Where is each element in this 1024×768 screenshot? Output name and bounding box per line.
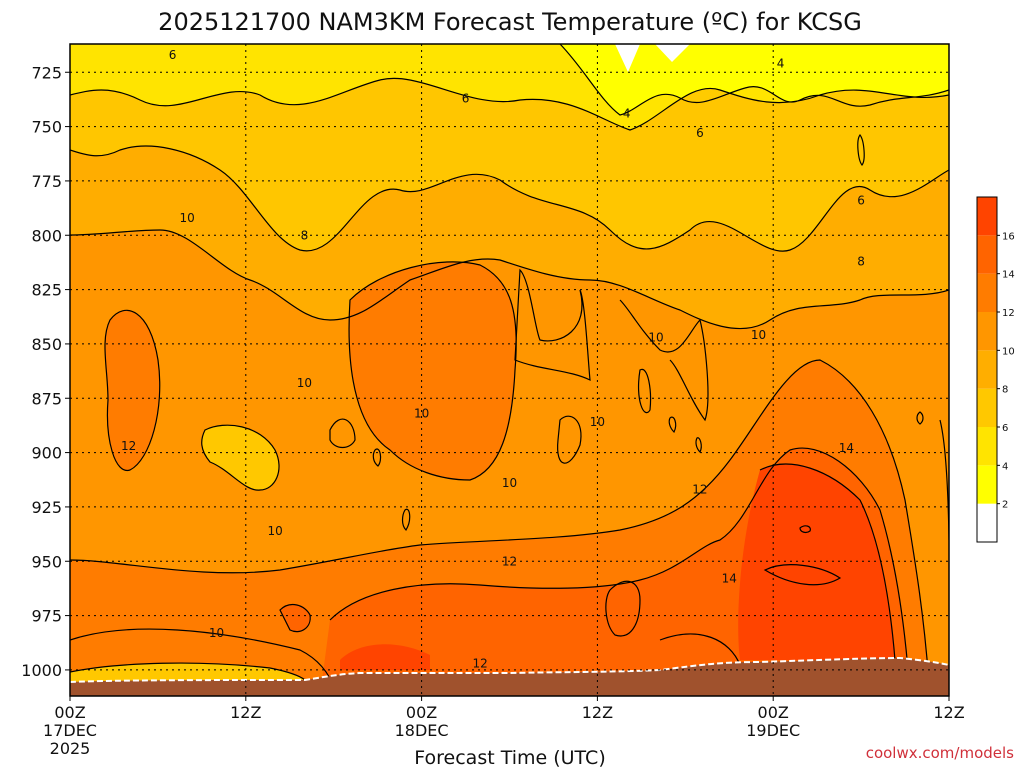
x-tick-label: 00Z [406, 703, 437, 722]
x-tick-date: 17DEC [43, 721, 97, 740]
colorbar: 2 4 6 8 10 12 14 16 [976, 196, 1015, 543]
contour-label: 10 [297, 376, 312, 390]
band-8-10 [70, 146, 949, 329]
colorbar-tick-label: 8 [1002, 385, 1008, 396]
colorbar-swatch [977, 235, 997, 274]
y-axis: 725 750 775 800 825 850 875 900 925 950 975 1000 [21, 63, 70, 680]
contour-label: 4 [623, 107, 631, 121]
colorbar-swatch [977, 273, 997, 312]
colorbar-swatch [977, 350, 997, 389]
x-tick-date: 18DEC [395, 721, 449, 740]
x-axis-label: Forecast Time (UTC) [414, 747, 605, 768]
colorbar-tick-label: 10 [1002, 346, 1015, 357]
contour-label: 14 [839, 441, 854, 455]
surface-warm-strip [70, 663, 305, 682]
plot-frame [69, 43, 950, 697]
y-tick-label: 725 [31, 63, 62, 82]
contour-label: 8 [301, 228, 309, 242]
contour-label: 10 [590, 415, 605, 429]
credit-text[interactable]: coolwx.com/models [866, 744, 1014, 762]
y-tick-label: 750 [31, 118, 62, 137]
colorbar-swatch [977, 503, 997, 542]
colorbar-swatch [977, 427, 997, 466]
x-tick-label: 12Z [582, 703, 613, 722]
contour-label: 6 [462, 91, 470, 105]
x-tick-date: 19DEC [746, 721, 800, 740]
x-tick-label: 12Z [933, 703, 964, 722]
y-tick-label: 875 [31, 389, 62, 408]
contour-label: 10 [414, 406, 429, 420]
y-tick-label: 850 [31, 335, 62, 354]
contour-label: 10 [648, 330, 663, 344]
temperature-field [70, 44, 949, 696]
x-tick-label: 00Z [758, 703, 789, 722]
contour-lines [70, 44, 949, 696]
colorbar-tick-label: 4 [1002, 461, 1008, 472]
band-16-18 [340, 464, 895, 670]
gridlines [70, 44, 949, 696]
y-tick-label: 1000 [21, 661, 62, 680]
colorbar-tick-label: 14 [1002, 270, 1015, 281]
contour-label: 12 [502, 554, 517, 568]
contour-label: 12 [692, 483, 707, 497]
y-tick-label: 775 [31, 172, 62, 191]
colorbar-swatch [977, 312, 997, 351]
chart-title: 2025121700 NAM3KM Forecast Temperature (… [158, 8, 862, 36]
x-tick-year: 2025 [50, 739, 91, 758]
contour-label: 12 [473, 656, 488, 670]
terrain [70, 658, 949, 696]
contour-label: 10 [751, 328, 766, 342]
colorbar-tick-label: 16 [1002, 231, 1015, 242]
x-tick-label: 00Z [54, 703, 85, 722]
contour-label: 10 [267, 524, 282, 538]
contour-label: 14 [722, 572, 737, 586]
contour-label: 12 [121, 439, 136, 453]
colorbar-tick-label: 2 [1002, 500, 1008, 511]
y-tick-label: 900 [31, 444, 62, 463]
y-tick-label: 950 [31, 552, 62, 571]
y-tick-label: 925 [31, 498, 62, 517]
colorbar-tick-label: 12 [1002, 308, 1015, 319]
contour-label: 10 [502, 476, 517, 490]
colorbar-swatch [977, 388, 997, 427]
contour-label: 6 [169, 48, 177, 62]
colorbar-frame [976, 196, 998, 543]
band-6-8 [70, 78, 949, 252]
y-tick-label: 975 [31, 607, 62, 626]
x-tick-label: 12Z [230, 703, 261, 722]
band-0-2 [615, 44, 690, 72]
y-tick-label: 800 [31, 226, 62, 245]
contour-label: 10 [180, 211, 195, 225]
colorbar-tick-label: 6 [1002, 423, 1008, 434]
pocket-8-10 [201, 425, 280, 491]
contour-labels: 6 6 4 6 4 6 10 8 8 10 10 10 10 10 10 12 12 14 10 12 14 10 12 [121, 48, 865, 671]
colorbar-swatch [977, 465, 997, 504]
contour-label: 8 [857, 254, 865, 268]
colorbar-swatch [977, 197, 997, 236]
y-tick-label: 825 [31, 281, 62, 300]
contour-label: 6 [857, 193, 865, 207]
contour-label: 6 [696, 126, 704, 140]
contour-label: 10 [209, 626, 224, 640]
contour-label: 4 [777, 57, 785, 71]
